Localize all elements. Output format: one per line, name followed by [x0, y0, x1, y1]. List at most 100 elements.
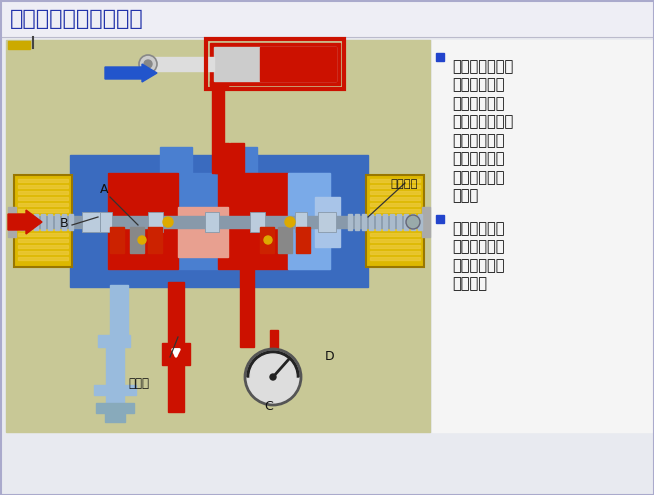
Bar [34, 214, 38, 230]
Bar [98, 335, 130, 347]
Bar [18, 251, 68, 254]
Text: 提高下降速度: 提高下降速度 [452, 170, 504, 185]
Bar [397, 214, 401, 230]
Bar [422, 207, 430, 237]
Bar [370, 209, 420, 212]
Bar [370, 215, 420, 218]
Text: 的回油流量，: 的回油流量， [452, 151, 504, 166]
Bar [18, 197, 68, 200]
Bar [270, 330, 278, 350]
Bar [110, 285, 128, 345]
Bar [296, 227, 310, 253]
Circle shape [264, 236, 272, 244]
Bar [18, 191, 68, 194]
Text: D: D [325, 350, 335, 363]
Bar [210, 81, 228, 87]
Bar [370, 197, 420, 200]
Bar [370, 257, 420, 260]
Bar [370, 245, 420, 248]
Bar [370, 239, 420, 242]
Bar [355, 214, 359, 230]
Bar [18, 233, 68, 236]
Bar [250, 212, 265, 232]
Bar [260, 227, 274, 253]
Bar [108, 173, 178, 269]
Bar [278, 227, 292, 253]
Circle shape [270, 374, 276, 380]
Bar [94, 385, 136, 395]
Bar [383, 214, 387, 230]
Bar [18, 215, 68, 218]
Bar [62, 214, 66, 230]
Bar [318, 212, 336, 232]
FancyArrow shape [8, 210, 42, 234]
Bar [18, 245, 68, 248]
Bar [106, 344, 124, 390]
Circle shape [406, 215, 420, 229]
Text: 若缸头压力大: 若缸头压力大 [452, 221, 504, 236]
Bar [390, 214, 394, 230]
Bar [70, 155, 368, 287]
Bar [20, 216, 418, 228]
Circle shape [250, 354, 296, 400]
Bar [27, 214, 31, 230]
Bar [370, 221, 420, 224]
Circle shape [138, 236, 146, 244]
Bar [18, 257, 68, 260]
Bar [96, 403, 134, 413]
Text: A: A [100, 183, 109, 196]
Text: 主阀阀芯: 主阀阀芯 [390, 179, 417, 189]
Bar [225, 147, 257, 175]
Bar [370, 251, 420, 254]
Bar [369, 214, 373, 230]
Text: 于缸底压力，: 于缸底压力， [452, 96, 504, 111]
Bar [370, 233, 420, 236]
Bar [370, 191, 420, 194]
Bar [212, 83, 224, 173]
Bar [108, 173, 330, 269]
Bar [18, 203, 68, 206]
Bar [178, 207, 228, 257]
Bar [240, 217, 254, 347]
Bar [41, 214, 45, 230]
Bar [105, 410, 125, 422]
Bar [215, 143, 229, 173]
Bar [18, 209, 68, 212]
Circle shape [18, 215, 32, 229]
Text: 则再生回路单: 则再生回路单 [452, 258, 504, 273]
Bar [205, 212, 219, 232]
Bar [348, 214, 352, 230]
Bar [130, 227, 144, 253]
Text: 则单向阀打开，: 则单向阀打开， [452, 114, 513, 130]
Bar [436, 53, 444, 61]
Bar [295, 212, 307, 232]
Bar [376, 214, 380, 230]
Bar [230, 143, 244, 173]
Bar [0, 0, 654, 37]
Bar [82, 212, 100, 232]
Bar [110, 227, 124, 253]
Bar [8, 41, 30, 49]
Circle shape [285, 217, 295, 227]
Bar [18, 185, 68, 188]
Bar [418, 214, 422, 230]
FancyArrow shape [105, 64, 157, 82]
Bar [6, 40, 430, 432]
Text: C: C [264, 400, 273, 413]
Circle shape [144, 60, 152, 68]
Text: 向阀关闭: 向阀关闭 [452, 277, 487, 292]
Bar [8, 207, 16, 237]
Bar [18, 227, 68, 230]
Bar [206, 39, 344, 89]
Circle shape [245, 349, 301, 405]
Bar [168, 362, 184, 412]
Bar [370, 203, 420, 206]
Bar [411, 214, 415, 230]
Bar [366, 175, 424, 267]
Bar [148, 227, 162, 253]
Bar [436, 215, 444, 223]
Bar [48, 214, 52, 230]
Bar [288, 173, 330, 269]
Text: 单向阀: 单向阀 [128, 377, 149, 390]
Bar [55, 214, 59, 230]
